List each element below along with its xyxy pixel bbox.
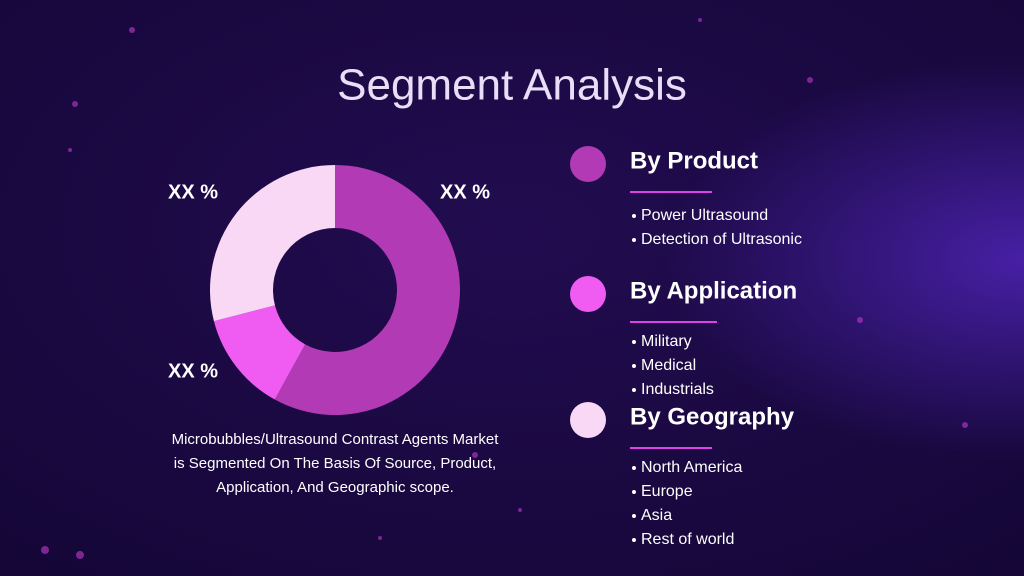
title: Segment Analysis: [337, 61, 687, 110]
segment-icon: [570, 402, 606, 438]
segment-item: Military: [641, 333, 692, 350]
bullet: [632, 514, 636, 518]
segment-item: North America: [641, 459, 742, 476]
donut-segment: [210, 165, 335, 322]
segment-item: Medical: [641, 357, 696, 374]
caption: Microbubbles/Ultrasound Contrast Agents …: [172, 431, 500, 448]
donut-segment: [274, 165, 461, 415]
bullet: [632, 466, 636, 470]
caption: Application, And Geographic scope.: [216, 479, 454, 496]
donut-segment: [213, 305, 306, 400]
decor-dots: [41, 18, 968, 559]
bullet: [632, 340, 636, 344]
segment-icon: [570, 146, 606, 182]
caption: is Segmented On The Basis Of Source, Pro…: [174, 455, 496, 472]
segment-title: By Geography: [630, 403, 795, 430]
bullet: [632, 538, 636, 542]
segment-item: Asia: [641, 507, 672, 524]
segment-item: Europe: [641, 483, 693, 500]
data-label: XX %: [440, 181, 490, 203]
data-label: XX %: [168, 360, 218, 382]
bullet: [632, 364, 636, 368]
bullet: [632, 388, 636, 392]
segment-title: By Product: [630, 147, 758, 174]
segment-title: By Application: [630, 277, 797, 304]
bullet: [632, 490, 636, 494]
data-label: XX %: [168, 181, 218, 203]
segment-item: Detection of Ultrasonic: [641, 231, 802, 248]
bullet: [632, 214, 636, 218]
segment-item: Industrials: [641, 381, 714, 398]
bullet: [632, 238, 636, 242]
segment-icon: [570, 276, 606, 312]
segment-item: Power Ultrasound: [641, 207, 768, 224]
segment-item: Rest of world: [641, 531, 734, 548]
